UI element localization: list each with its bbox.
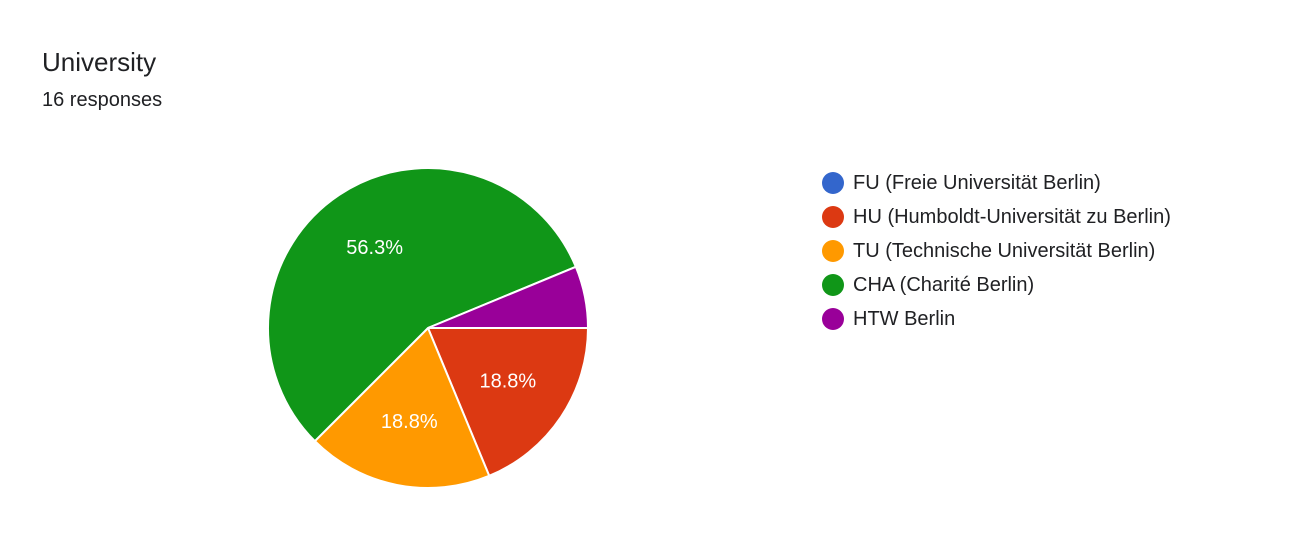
legend-item-fu[interactable]: FU (Freie Universität Berlin) — [822, 166, 1171, 200]
legend-swatch — [822, 308, 844, 330]
legend-swatch — [822, 240, 844, 262]
pie-slice-htw[interactable] — [427, 265, 590, 329]
legend-label: FU (Freie Universität Berlin) — [853, 172, 1101, 194]
legend-swatch — [822, 206, 844, 228]
pie-slice-hu[interactable] — [426, 327, 590, 478]
legend-label: HU (Humboldt-Universität zu Berlin) — [853, 206, 1171, 228]
legend-label: TU (Technische Universität Berlin) — [853, 240, 1156, 262]
pie-chart: 18.8% 18.8% 56.3% — [267, 167, 590, 489]
chart-title: University — [42, 47, 157, 77]
response-count: 16 responses — [42, 89, 163, 111]
pie-slice-cha[interactable] — [267, 167, 578, 443]
pie-slice-tu[interactable] — [313, 326, 491, 489]
legend-swatch — [822, 274, 844, 296]
legend-swatch — [822, 172, 844, 194]
legend-label: HTW Berlin — [853, 308, 956, 330]
chart-legend: FU (Freie Universität Berlin) HU (Humbold… — [822, 166, 1171, 336]
slice-label-tu: 18.8% — [381, 411, 438, 433]
legend-item-hu[interactable]: HU (Humboldt-Universität zu Berlin) — [822, 200, 1171, 234]
slice-label-cha: 56.3% — [346, 237, 403, 259]
legend-label: CHA (Charité Berlin) — [853, 274, 1035, 296]
slice-label-hu: 18.8% — [479, 370, 536, 392]
legend-item-htw[interactable]: HTW Berlin — [822, 302, 1171, 336]
legend-item-tu[interactable]: TU (Technische Universität Berlin) — [822, 234, 1171, 268]
legend-item-cha[interactable]: CHA (Charité Berlin) — [822, 268, 1171, 302]
